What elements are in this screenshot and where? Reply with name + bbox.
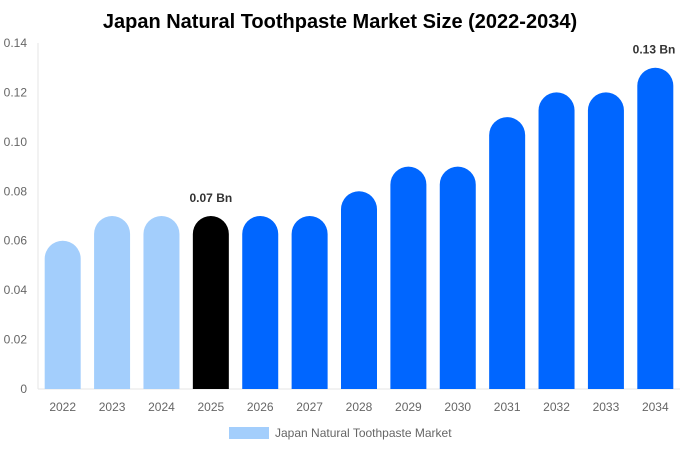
bar-2032 — [538, 92, 575, 389]
x-tick-label: 2030 — [444, 400, 471, 414]
x-tick-label: 2022 — [49, 400, 76, 414]
y-tick-label: 0.14 — [4, 36, 28, 50]
bar-2022 — [44, 240, 81, 389]
x-tick-label: 2032 — [543, 400, 570, 414]
legend-label: Japan Natural Toothpaste Market — [275, 426, 452, 440]
data-label: 0.07 Bn — [190, 191, 233, 205]
x-tick-label: 2033 — [593, 400, 620, 414]
legend: Japan Natural Toothpaste Market — [229, 426, 452, 440]
x-tick-label: 2026 — [247, 400, 274, 414]
bar-2024 — [143, 216, 180, 389]
y-tick-label: 0.12 — [4, 85, 28, 99]
y-tick-label: 0.02 — [4, 333, 28, 347]
data-label: 0.13 Bn — [633, 43, 676, 57]
bar-2025 — [192, 216, 229, 389]
x-tick-label: 2028 — [346, 400, 373, 414]
bar-2026 — [242, 216, 279, 389]
x-tick-label: 2027 — [296, 400, 323, 414]
x-tick-label: 2025 — [197, 400, 224, 414]
x-tick-label: 2029 — [395, 400, 422, 414]
y-tick-label: 0.04 — [4, 283, 28, 297]
x-tick-label: 2034 — [642, 400, 669, 414]
bar-2027 — [291, 216, 328, 389]
bar-2029 — [390, 166, 427, 389]
bar-2034 — [637, 67, 674, 389]
x-tick-label: 2031 — [494, 400, 521, 414]
bar-2031 — [489, 117, 526, 390]
bar-2028 — [341, 191, 377, 389]
y-tick-label: 0 — [20, 382, 27, 396]
bar-2033 — [587, 92, 624, 389]
bar-2023 — [94, 216, 131, 389]
chart-title: Japan Natural Toothpaste Market Size (20… — [103, 11, 577, 33]
bar-2030 — [439, 166, 476, 389]
y-tick-label: 0.06 — [4, 234, 28, 248]
y-tick-label: 0.10 — [4, 135, 28, 149]
x-tick-label: 2024 — [148, 400, 175, 414]
x-tick-label: 2023 — [99, 400, 126, 414]
legend-swatch — [229, 427, 269, 439]
y-tick-label: 0.08 — [4, 184, 28, 198]
